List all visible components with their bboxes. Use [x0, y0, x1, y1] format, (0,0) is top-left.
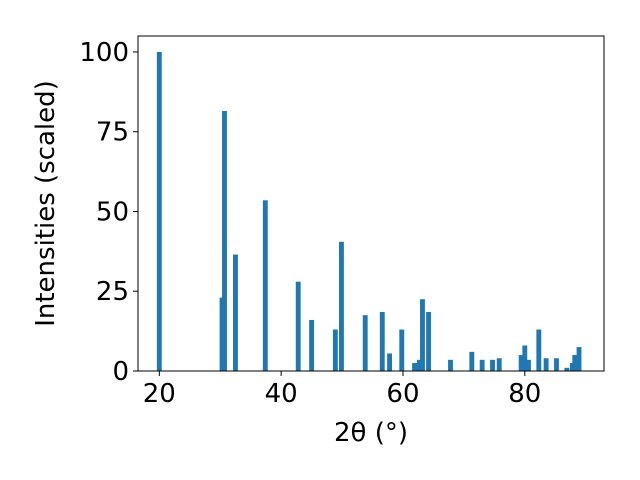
bar	[554, 358, 559, 371]
bar	[518, 355, 524, 371]
bar	[522, 345, 528, 371]
bar	[469, 351, 475, 371]
x-axis-ticks: 20 40 60 80	[143, 371, 541, 409]
plot-frame	[137, 35, 605, 372]
bar	[339, 241, 344, 371]
bar	[309, 319, 315, 371]
bar	[426, 311, 431, 371]
bar	[448, 359, 453, 371]
bar	[416, 359, 422, 371]
bar	[479, 359, 485, 371]
bar	[262, 200, 268, 371]
x-tick-label: 80	[508, 379, 541, 409]
y-tick-label: 75	[96, 118, 129, 148]
bar	[222, 110, 227, 371]
bar	[412, 363, 417, 371]
bar	[362, 315, 368, 371]
x-tick-label: 20	[143, 379, 176, 409]
bar	[233, 254, 238, 371]
bar	[379, 311, 385, 371]
y-tick-label: 25	[96, 277, 129, 307]
x-tick-label: 40	[265, 379, 298, 409]
x-axis-title: 2θ (°)	[334, 418, 408, 448]
y-axis-title: Intensities (scaled)	[31, 80, 61, 327]
y-tick-label: 100	[79, 38, 129, 68]
bar	[332, 329, 338, 371]
bar	[576, 347, 582, 371]
bar	[564, 367, 570, 371]
x-tick-label: 60	[386, 379, 419, 409]
y-tick-label: 0	[112, 357, 129, 387]
bar	[536, 329, 542, 371]
bar	[572, 355, 578, 371]
bar	[490, 359, 495, 371]
bar	[496, 358, 502, 371]
bar	[156, 51, 162, 371]
bar	[420, 299, 425, 371]
y-axis-ticks: 0 25 50 75 100	[79, 38, 138, 387]
bar	[387, 353, 393, 371]
bar	[526, 359, 531, 371]
bar	[295, 281, 301, 371]
bar	[399, 329, 405, 371]
bar-series	[156, 51, 582, 371]
bar	[543, 358, 549, 371]
y-tick-label: 50	[96, 197, 129, 227]
